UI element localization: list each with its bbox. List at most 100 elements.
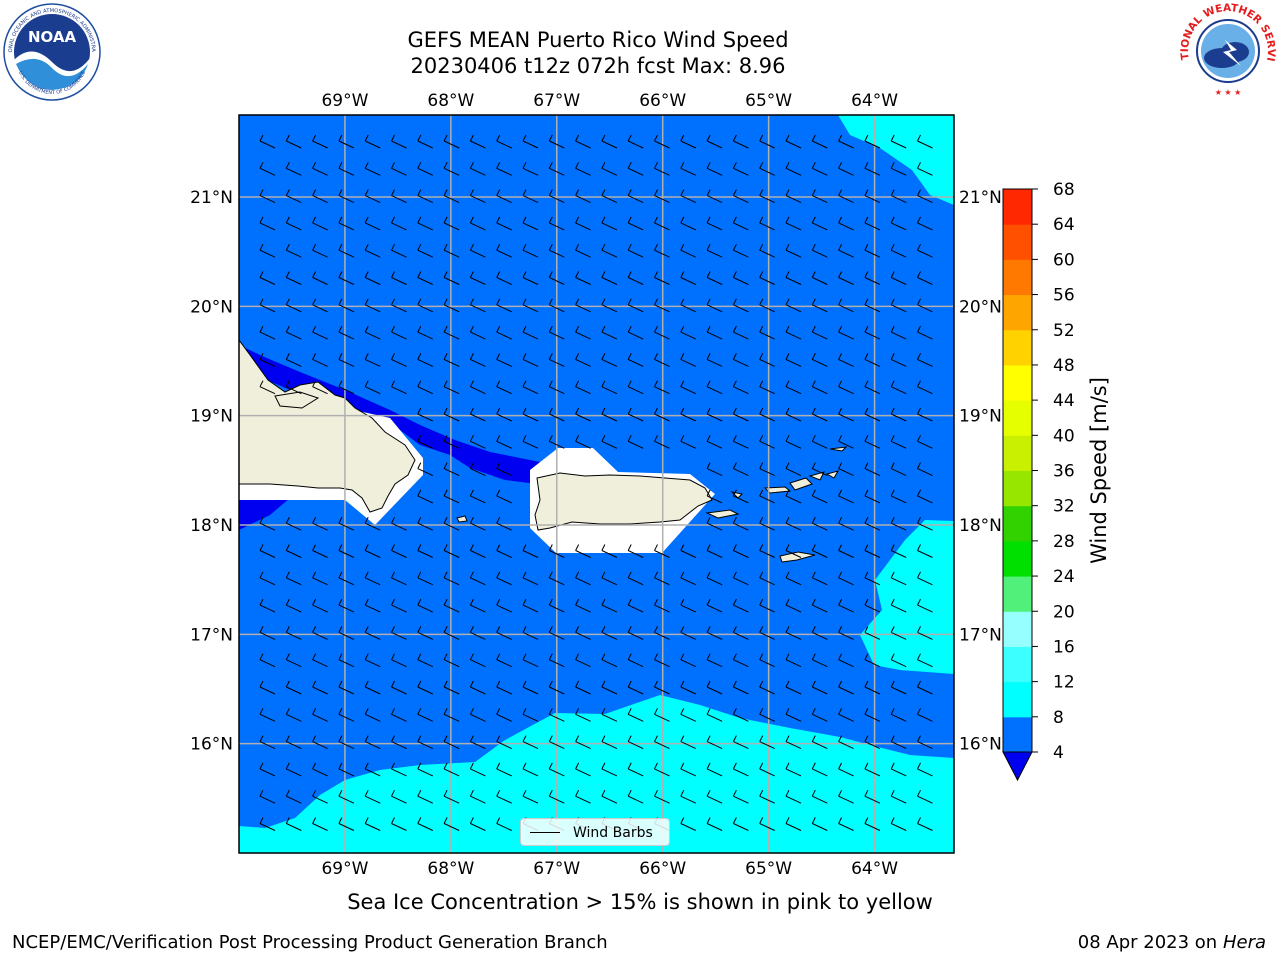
wind-barb xyxy=(811,516,828,531)
wind-barb xyxy=(654,708,670,722)
wind-barb xyxy=(338,516,355,531)
wind-barb xyxy=(417,762,434,777)
wind-barb xyxy=(391,216,407,231)
anegada-island xyxy=(829,446,848,452)
wind-barb xyxy=(496,189,512,204)
wind-barb xyxy=(785,489,802,504)
wind-barb xyxy=(522,134,539,149)
wind-barb xyxy=(785,353,802,367)
wind-barb xyxy=(548,216,565,231)
wind-barb xyxy=(285,789,302,804)
wind-barb xyxy=(417,325,434,340)
wind-barb xyxy=(864,817,881,831)
map-area xyxy=(239,115,954,853)
wind-barb xyxy=(680,271,697,285)
wind-barb xyxy=(601,435,618,449)
wind-barb xyxy=(391,243,407,258)
wind-barb xyxy=(627,735,644,750)
wind-barb xyxy=(785,407,802,422)
wind-barb xyxy=(654,407,670,422)
wind-barb xyxy=(759,626,775,640)
wind-barb xyxy=(680,298,697,313)
wind-barb xyxy=(548,134,565,149)
wind-barb xyxy=(575,353,591,367)
wind-barb xyxy=(654,626,670,640)
wind-barb xyxy=(496,134,512,149)
lat-label-right: 18°N xyxy=(959,516,1002,536)
wind-barb xyxy=(548,653,565,668)
colorbar-tick-label: 16 xyxy=(1053,637,1075,657)
wind-barb xyxy=(469,735,486,750)
wind-barb xyxy=(890,762,907,777)
wind-barb xyxy=(522,162,539,176)
wind-barb xyxy=(680,325,697,340)
wind-barb xyxy=(575,134,591,149)
footer-date: 08 Apr 2023 on Hera xyxy=(1078,932,1266,953)
wind-barb xyxy=(338,271,355,285)
wind-barb xyxy=(785,544,802,558)
wind-barb xyxy=(759,162,775,176)
wind-barb xyxy=(864,735,881,750)
colorbar-segment xyxy=(1003,681,1032,718)
legend: Wind Barbs xyxy=(520,818,670,846)
wind-barb xyxy=(917,680,933,695)
wind-barbs xyxy=(259,134,933,831)
wind-barb xyxy=(627,243,644,258)
wind-barb xyxy=(759,789,775,804)
wind-barb xyxy=(706,435,723,449)
wind-barb xyxy=(443,435,460,449)
lon-label-top: 68°W xyxy=(427,91,474,111)
wind-barb xyxy=(391,544,407,558)
wind-barb xyxy=(338,353,355,367)
wind-barb xyxy=(496,626,512,640)
nws-stars: ★ ★ ★ xyxy=(1215,88,1242,97)
wind-barb xyxy=(838,380,854,395)
wind-barb xyxy=(627,407,644,422)
wind-barb xyxy=(575,598,591,613)
wind-barb xyxy=(706,653,723,668)
wind-barb xyxy=(654,735,670,750)
wind-barb xyxy=(548,435,565,449)
wind-barb xyxy=(522,762,539,777)
wind-barb xyxy=(864,189,881,204)
wind-barb xyxy=(496,325,512,340)
wind-barb xyxy=(259,598,276,613)
wind-barb xyxy=(759,134,775,149)
wind-barb xyxy=(890,407,907,422)
wind-barb xyxy=(285,708,302,722)
wind-barb xyxy=(469,789,486,804)
wind-barb xyxy=(864,489,881,504)
wind-barb xyxy=(417,134,434,149)
wind-barb xyxy=(469,680,486,695)
wind-barb xyxy=(864,162,881,176)
wind-barb xyxy=(759,298,775,313)
wind-barb xyxy=(706,298,723,313)
wind-barb xyxy=(706,325,723,340)
wind-barb xyxy=(838,653,854,668)
wind-barb xyxy=(680,162,697,176)
wind-barb xyxy=(548,298,565,313)
wind-barb xyxy=(417,189,434,204)
wind-barb xyxy=(259,653,276,668)
wind-barb xyxy=(811,708,828,722)
wind-barb xyxy=(811,134,828,149)
wind-barb xyxy=(864,544,881,558)
wind-barb xyxy=(469,571,486,586)
wind-barb xyxy=(522,626,539,640)
wind-barb xyxy=(838,298,854,313)
wind-barb xyxy=(680,353,697,367)
wind-barb xyxy=(548,162,565,176)
wind-barb xyxy=(917,762,933,777)
wind-barb xyxy=(364,735,381,750)
wind-barb xyxy=(443,407,460,422)
wind-barb xyxy=(654,680,670,695)
wind-barb xyxy=(759,435,775,449)
colorbar-segment xyxy=(1003,329,1032,366)
wind-barb xyxy=(548,789,565,804)
wind-barb xyxy=(259,380,276,395)
wind-barb xyxy=(391,735,407,750)
wind-barb xyxy=(785,325,802,340)
wind-barb xyxy=(759,598,775,613)
wind-barb xyxy=(627,762,644,777)
wind-barb xyxy=(601,571,618,586)
